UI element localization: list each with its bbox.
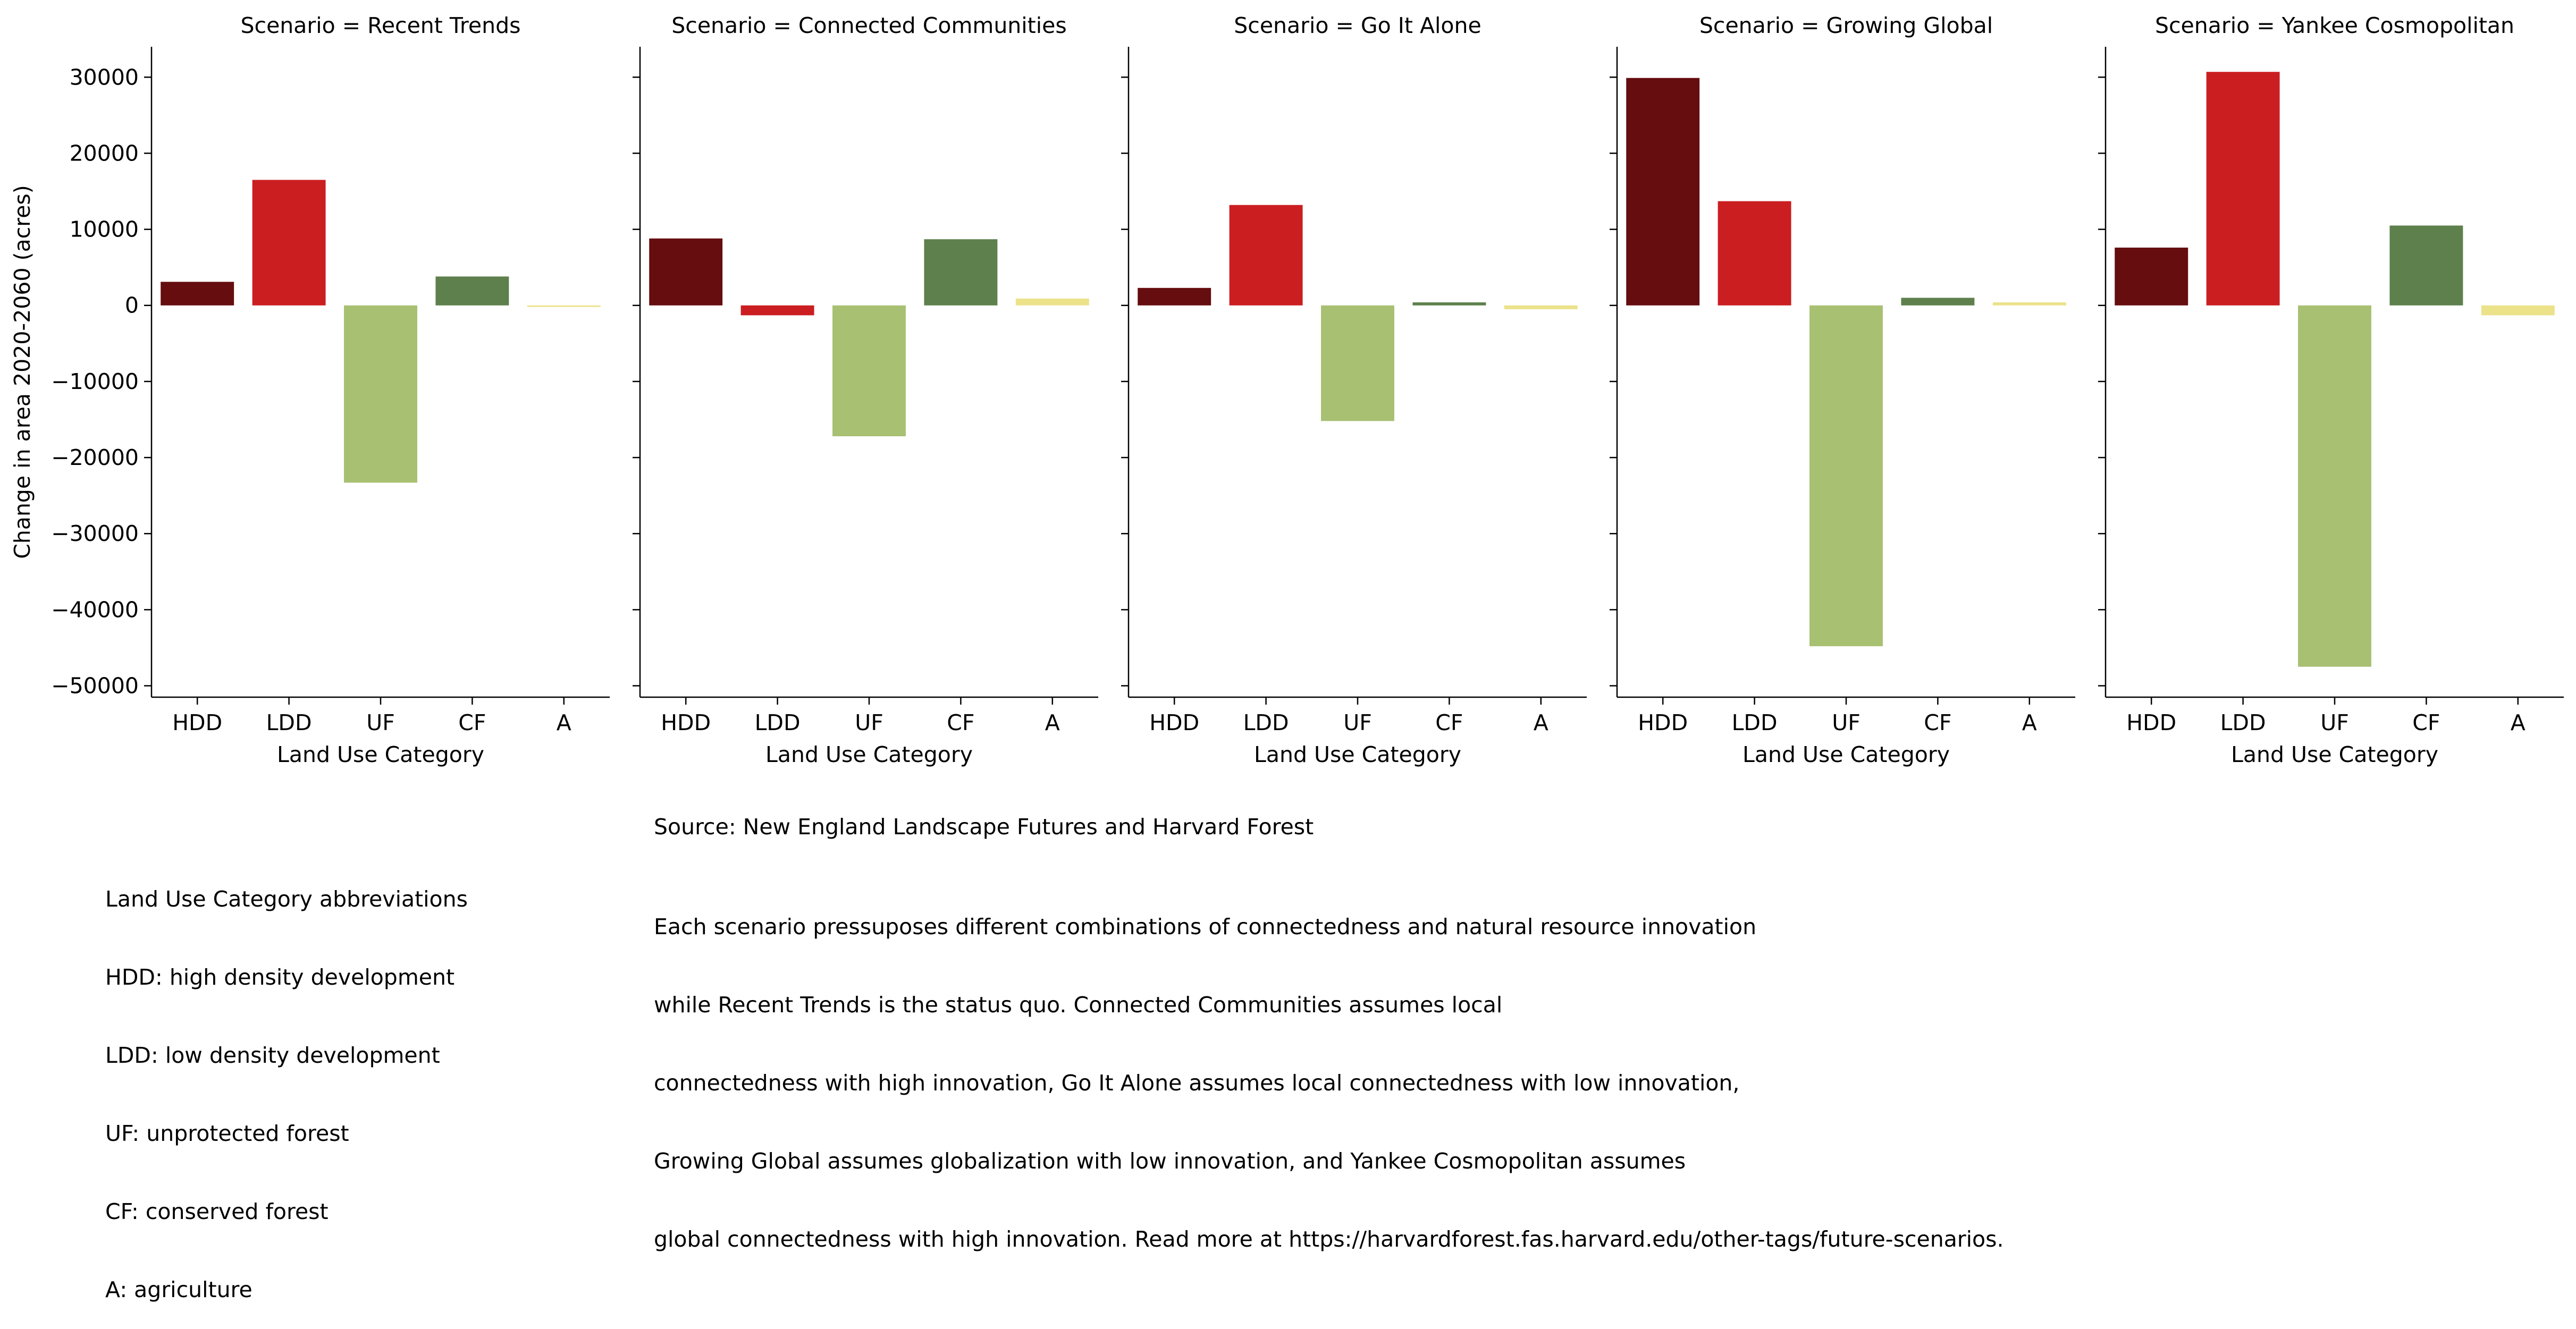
- y-tick-label: −20000: [51, 445, 139, 470]
- x-tick-label: CF: [947, 710, 974, 735]
- description-line: while Recent Trends is the status quo. C…: [654, 992, 1503, 1018]
- y-tick-label: −30000: [51, 521, 139, 546]
- abbreviation-a: A: agriculture: [105, 1277, 252, 1302]
- bar-uf: [344, 305, 417, 483]
- x-tick-label: A: [1045, 710, 1060, 735]
- bar-a: [1015, 298, 1089, 306]
- description-line: global connectedness with high innovatio…: [654, 1226, 2004, 1252]
- bar-a: [1504, 305, 1578, 309]
- y-tick-label: 20000: [70, 140, 139, 166]
- x-tick-label: CF: [1924, 710, 1951, 735]
- x-tick-label: UF: [855, 710, 883, 735]
- x-tick-label: A: [1534, 710, 1548, 735]
- abbreviation-hdd: HDD: high density development: [105, 964, 455, 990]
- description-line: connectedness with high innovation, Go I…: [654, 1070, 1740, 1096]
- x-tick-label: HDD: [172, 710, 222, 735]
- bar-cf: [2389, 225, 2463, 306]
- x-tick-label: LDD: [1243, 710, 1289, 735]
- x-tick-label: LDD: [2220, 710, 2266, 735]
- bar-ldd: [252, 180, 326, 306]
- bar-hdd: [2115, 247, 2188, 306]
- panel-title: Scenario = Connected Communities: [671, 13, 1066, 38]
- abbreviation-uf: UF: unprotected forest: [105, 1121, 349, 1146]
- bar-ldd: [1718, 201, 1791, 306]
- abbreviation-ldd: LDD: low density development: [105, 1043, 440, 1068]
- bar-ldd: [1229, 205, 1303, 306]
- y-tick-label: 0: [125, 293, 139, 318]
- bar-uf: [1321, 305, 1394, 421]
- y-tick-label: 30000: [70, 64, 139, 90]
- x-tick-label: UF: [2320, 710, 2349, 735]
- panel-title: Scenario = Growing Global: [1699, 13, 1993, 38]
- x-axis-label: Land Use Category: [1254, 742, 1461, 767]
- x-tick-label: UF: [1343, 710, 1372, 735]
- x-tick-label: A: [557, 710, 571, 735]
- x-tick-label: CF: [2412, 710, 2440, 735]
- abbreviations-note: Land Use Category abbreviations HDD: hig…: [105, 834, 468, 1329]
- bar-hdd: [161, 282, 234, 306]
- bar-hdd: [649, 238, 723, 306]
- x-tick-label: LDD: [1732, 710, 1778, 735]
- panel-title: Scenario = Go It Alone: [1234, 13, 1481, 38]
- x-tick-label: HDD: [1149, 710, 1199, 735]
- y-tick-label: −50000: [51, 673, 139, 699]
- panel-title: Scenario = Recent Trends: [241, 13, 521, 38]
- x-tick-label: A: [2511, 710, 2526, 735]
- bar-ldd: [740, 305, 814, 316]
- x-tick-label: CF: [458, 710, 486, 735]
- x-tick-label: HDD: [2126, 710, 2176, 735]
- x-tick-label: HDD: [661, 710, 711, 735]
- bar-a: [2481, 305, 2555, 316]
- x-axis-label: Land Use Category: [2231, 742, 2438, 767]
- scenario-description: Each scenario pressuposes different comb…: [654, 862, 2004, 1279]
- abbreviation-cf: CF: conserved forest: [105, 1199, 329, 1224]
- bar-hdd: [1626, 78, 1700, 306]
- y-tick-label: 10000: [70, 217, 139, 242]
- bar-uf: [2298, 305, 2371, 667]
- description-line: Each scenario pressuposes different comb…: [654, 914, 1757, 939]
- abbreviations-title: Land Use Category abbreviations: [105, 886, 468, 912]
- x-axis-label: Land Use Category: [277, 742, 484, 767]
- x-tick-label: CF: [1435, 710, 1463, 735]
- bar-cf: [1412, 302, 1486, 306]
- source-note: Source: New England Landscape Futures an…: [654, 814, 1314, 840]
- panel-title: Scenario = Yankee Cosmopolitan: [2155, 13, 2514, 38]
- bar-cf: [924, 239, 998, 306]
- y-tick-label: −40000: [51, 597, 139, 622]
- x-tick-label: LDD: [755, 710, 801, 735]
- bar-cf: [435, 276, 509, 306]
- bar-uf: [1809, 305, 1883, 647]
- bar-a: [1992, 302, 2066, 306]
- x-tick-label: UF: [366, 710, 395, 735]
- bar-a: [527, 305, 601, 307]
- x-axis-label: Land Use Category: [765, 742, 973, 767]
- x-tick-label: HDD: [1638, 710, 1688, 735]
- x-tick-label: A: [2022, 710, 2037, 735]
- y-tick-label: −10000: [51, 369, 139, 394]
- faceted-bar-chart: Scenario = Recent Trends 30000 20000 10000 0…: [10, 13, 2564, 767]
- x-tick-label: UF: [1832, 710, 1861, 735]
- description-line: Growing Global assumes globalization wit…: [654, 1148, 1686, 1174]
- bar-uf: [832, 305, 906, 436]
- x-tick-label: LDD: [266, 710, 312, 735]
- bar-cf: [1901, 298, 1975, 306]
- bar-hdd: [1138, 287, 1211, 306]
- x-axis-label: Land Use Category: [1742, 742, 1950, 767]
- bar-ldd: [2206, 72, 2280, 306]
- y-axis-label: Change in area 2020-2060 (acres): [10, 185, 35, 559]
